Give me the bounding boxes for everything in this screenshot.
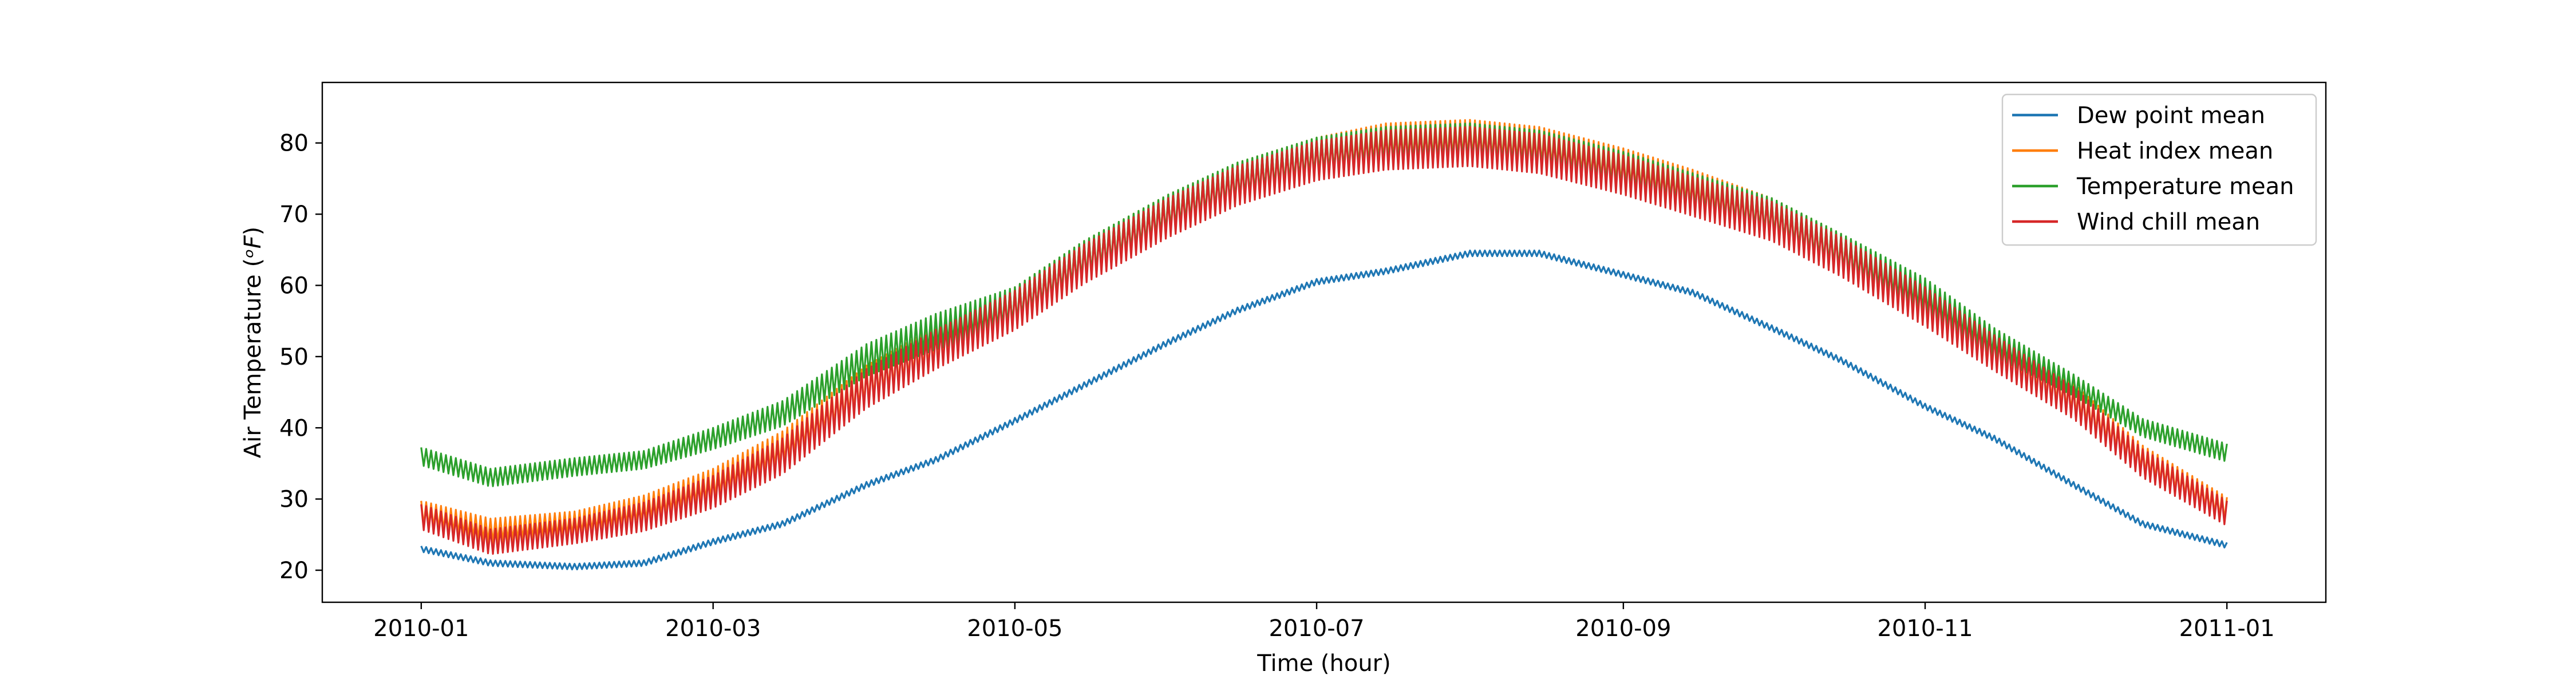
y-tick-label-0: 20 [279, 558, 309, 584]
plot-frame [321, 81, 2327, 603]
y-tick-label-4: 60 [279, 273, 309, 299]
x-tick-label-6: 2011-01 [2179, 615, 2275, 642]
legend-label-2: Temperature mean [2076, 173, 2294, 200]
series-layer [420, 119, 2228, 571]
x-tick-label-5: 2010-11 [1877, 615, 1973, 642]
legend-label-3: Wind chill mean [2077, 209, 2260, 235]
x-tick-label-1: 2010-03 [665, 615, 761, 642]
x-tick-label-4: 2010-09 [1575, 615, 1671, 642]
y-axis-label-main: Air Temperature ( [240, 258, 266, 458]
y-tick-label-5: 70 [279, 202, 309, 228]
legend-label-0: Dew point mean [2077, 102, 2265, 129]
x-tick-label-2: 2010-05 [967, 615, 1062, 642]
series-line-3 [420, 126, 2228, 555]
x-axis: 2010-01 2010-03 2010-05 2010-07 2010-09 2010-… [373, 602, 2275, 642]
x-axis-label: Time (hour) [1257, 650, 1390, 677]
legend: Dew point mean Heat index mean Temperature… [2001, 93, 2317, 246]
x-tick-label-0: 2010-01 [373, 615, 469, 642]
x-tick-label-3: 2010-07 [1269, 615, 1364, 642]
y-tick-label-1: 30 [279, 487, 309, 513]
y-axis-label-unit: ᵒF [240, 235, 266, 258]
y-axis-label-close: ) [240, 227, 266, 236]
series-line-0 [420, 249, 2228, 571]
y-tick-label-2: 40 [279, 415, 309, 441]
y-axis-label: Air Temperature (ᵒF) [240, 227, 266, 459]
legend-label-1: Heat index mean [2077, 138, 2273, 164]
y-tick-label-6: 80 [279, 131, 309, 157]
y-tick-label-3: 50 [279, 344, 309, 370]
y-axis: 20 30 40 50 60 70 80 [279, 131, 322, 584]
legend-box [2001, 93, 2317, 246]
